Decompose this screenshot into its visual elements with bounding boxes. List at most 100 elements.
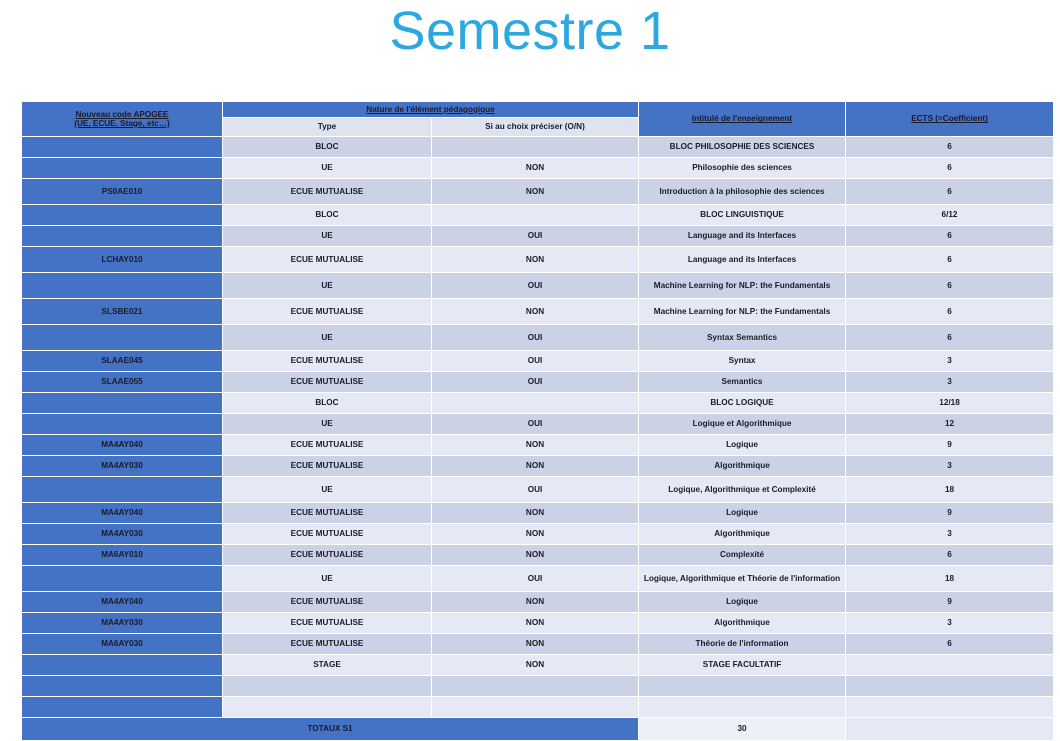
cell-code: MA4AY030 <box>22 456 222 476</box>
cell-ects: 6 <box>846 137 1054 157</box>
cell-code <box>22 676 222 696</box>
cell-type: ECUE MUTUALISE <box>223 456 431 476</box>
cell-ects: 6 <box>846 158 1054 178</box>
totals-value: 30 <box>639 718 846 740</box>
cell-ects: 6/12 <box>846 205 1054 225</box>
cell-code <box>22 697 222 717</box>
cell-intitule: Logique <box>639 503 846 523</box>
cell-type <box>223 676 431 696</box>
cell-intitule: Complexité <box>639 545 846 565</box>
cell-code: PS0AE010 <box>22 179 222 204</box>
table-row: UE OUI Logique, Algorithmique et Complexit… <box>22 477 1054 502</box>
cell-ects <box>846 676 1054 696</box>
cell-ects: 12 <box>846 414 1054 434</box>
cell-code: MA4AY030 <box>22 524 222 544</box>
cell-code <box>22 477 222 502</box>
cell-choice: OUI <box>432 372 639 392</box>
cell-choice: NON <box>432 299 639 324</box>
cell-type <box>223 697 431 717</box>
cell-choice: NON <box>432 655 639 675</box>
cell-code: MA4AY030 <box>22 613 222 633</box>
table-header-row-2: Type Si au choix préciser (O/N) <box>22 118 1053 136</box>
cell-ects: 18 <box>846 477 1054 502</box>
cell-ects: 6 <box>846 247 1054 272</box>
table-row: UE OUI Machine Learning for NLP: the Funda… <box>22 273 1054 298</box>
th-code: Nouveau code APOGEE (UE, ECUE, Stage, etc… <box>22 102 222 136</box>
table-row <box>22 676 1054 696</box>
cell-type: ECUE MUTUALISE <box>223 299 431 324</box>
table-header-row-1: Nouveau code APOGEE (UE, ECUE, Stage, etc… <box>22 102 1054 136</box>
cell-intitule: Syntax <box>639 351 846 371</box>
table-row: PS0AE010 ECUE MUTUALISE NON Introduction à … <box>22 179 1054 204</box>
table-row: MA4AY030 ECUE MUTUALISE NON Algorithmique 3 <box>22 456 1054 476</box>
cell-type: ECUE MUTUALISE <box>223 179 431 204</box>
cell-choice: OUI <box>432 351 639 371</box>
cell-code <box>22 205 222 225</box>
cell-intitule: Language and its Interfaces <box>639 247 846 272</box>
table-row: MA6AY030 ECUE MUTUALISE NON Théorie de l'in… <box>22 634 1054 654</box>
cell-code: MA6AY010 <box>22 545 222 565</box>
cell-choice <box>432 137 639 157</box>
table-row: UE OUI Logique et Algorithmique 12 <box>22 414 1054 434</box>
cell-intitule: Machine Learning for NLP: the Fundamenta… <box>639 299 846 324</box>
cell-intitule: Algorithmique <box>639 524 846 544</box>
table-row <box>22 697 1054 717</box>
table-row: MA4AY040 ECUE MUTUALISE NON Logique 9 <box>22 592 1054 612</box>
page-title: Semestre 1 <box>389 1 671 61</box>
table-row: MA4AY030 ECUE MUTUALISE NON Algorithmique 3 <box>22 524 1054 544</box>
cell-choice: OUI <box>432 273 639 298</box>
cell-intitule: Introduction à la philosophie des scienc… <box>639 179 846 204</box>
table-body: Nouveau code APOGEE (UE, ECUE, Stage, etc… <box>22 102 1054 741</box>
cell-ects: 9 <box>846 435 1054 455</box>
table-row: BLOC BLOC LINGUISTIQUE 6/12 <box>22 205 1054 225</box>
curriculum-table-wrap: Nouveau code APOGEE (UE, ECUE, Stage, etc… <box>21 101 1054 741</box>
totals-row: TOTAUX S1 30 <box>22 718 1054 740</box>
cell-ects: 3 <box>846 351 1054 371</box>
cell-type: ECUE MUTUALISE <box>223 613 431 633</box>
table-row: UE OUI Syntax Semantics 6 <box>22 325 1054 350</box>
table-row: STAGE NON STAGE FACULTATIF <box>22 655 1054 675</box>
cell-choice <box>432 393 639 413</box>
cell-choice: NON <box>432 592 639 612</box>
cell-intitule: STAGE FACULTATIF <box>639 655 846 675</box>
cell-intitule: Language and its Interfaces <box>639 226 846 246</box>
cell-type: ECUE MUTUALISE <box>223 503 431 523</box>
cell-intitule <box>639 697 846 717</box>
cell-intitule: Logique, Algorithmique et Complexité <box>639 477 846 502</box>
cell-ects: 3 <box>846 613 1054 633</box>
cell-intitule <box>639 676 846 696</box>
cell-type: UE <box>223 566 431 591</box>
cell-choice <box>432 205 639 225</box>
cell-code: SLAAE045 <box>22 351 222 371</box>
cell-ects: 3 <box>846 372 1054 392</box>
cell-type: UE <box>223 414 431 434</box>
th-choice: Si au choix préciser (O/N) <box>432 118 639 136</box>
cell-ects: 6 <box>846 545 1054 565</box>
cell-code <box>22 393 222 413</box>
cell-intitule: Philosophie des sciences <box>639 158 846 178</box>
cell-intitule: BLOC PHILOSOPHIE DES SCIENCES <box>639 137 846 157</box>
cell-ects: 3 <box>846 524 1054 544</box>
cell-ects: 3 <box>846 456 1054 476</box>
table-row: MA4AY040 ECUE MUTUALISE NON Logique 9 <box>22 503 1054 523</box>
table-row: SLAAE045 ECUE MUTUALISE OUI Syntax 3 <box>22 351 1054 371</box>
cell-choice: NON <box>432 545 639 565</box>
cell-code <box>22 158 222 178</box>
cell-code: SLAAE055 <box>22 372 222 392</box>
th-nature: Nature de l'élément pédagogique <box>223 102 639 117</box>
cell-code: MA4AY040 <box>22 435 222 455</box>
cell-choice: OUI <box>432 226 639 246</box>
cell-code: MA6AY030 <box>22 634 222 654</box>
cell-type: ECUE MUTUALISE <box>223 524 431 544</box>
cell-code <box>22 655 222 675</box>
cell-type: ECUE MUTUALISE <box>223 435 431 455</box>
cell-ects: 6 <box>846 179 1054 204</box>
cell-choice: OUI <box>432 414 639 434</box>
cell-choice: NON <box>432 435 639 455</box>
cell-ects: 6 <box>846 226 1054 246</box>
cell-type: BLOC <box>223 205 431 225</box>
table-row: UE OUI Language and its Interfaces 6 <box>22 226 1054 246</box>
table-row: MA4AY030 ECUE MUTUALISE NON Algorithmique 3 <box>22 613 1054 633</box>
cell-code <box>22 137 222 157</box>
th-ects: ECTS (=Coefficient) <box>846 102 1054 136</box>
